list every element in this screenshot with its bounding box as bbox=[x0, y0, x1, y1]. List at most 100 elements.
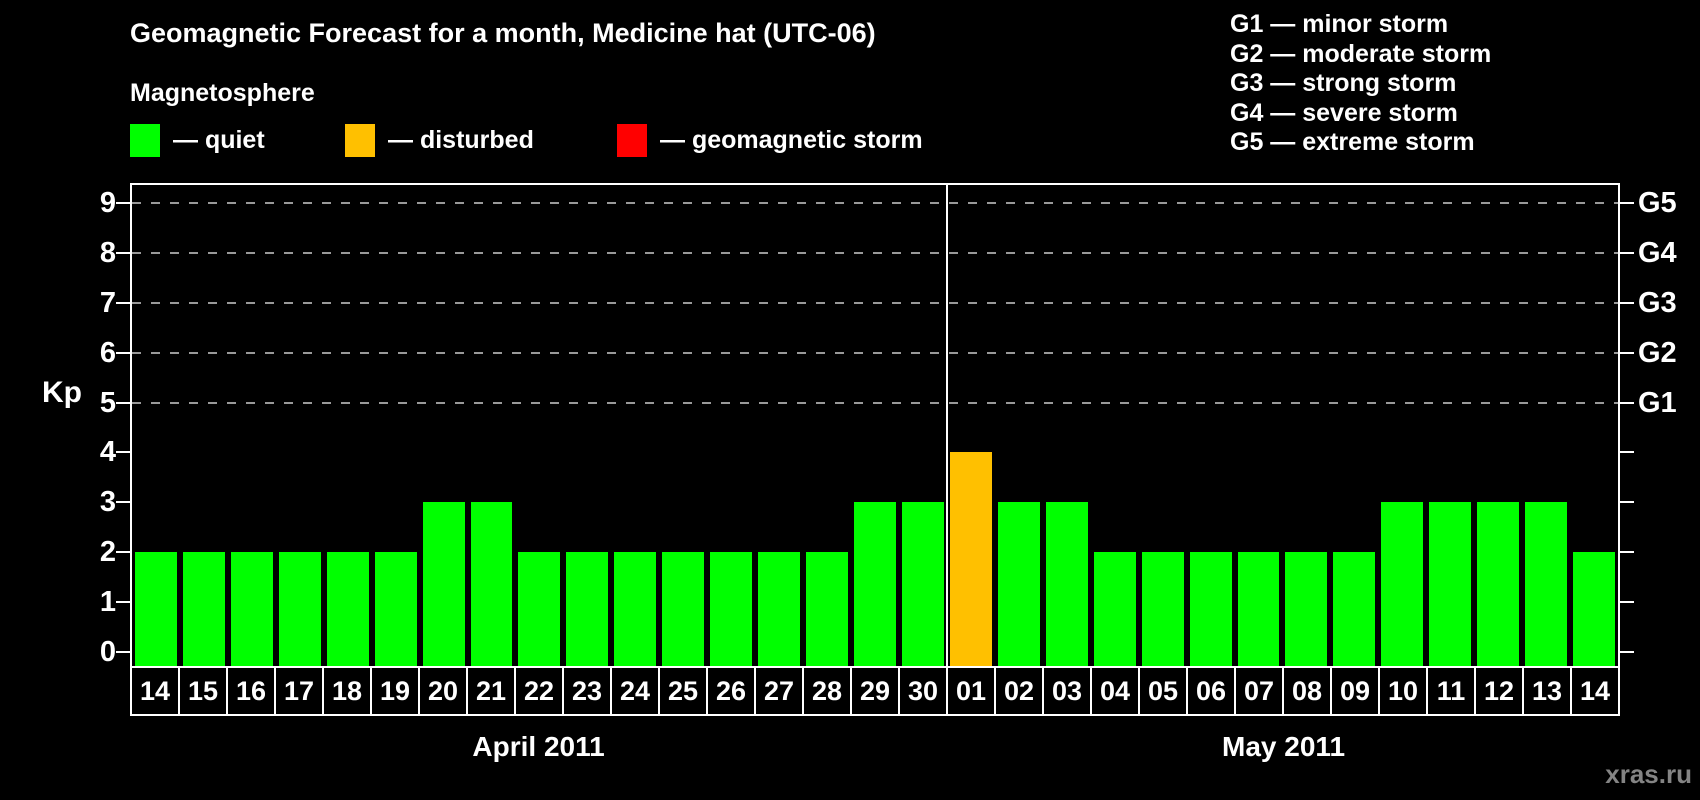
right-tick-kp5 bbox=[1620, 401, 1634, 404]
kp-bar-day-05 bbox=[1141, 552, 1184, 666]
day-label: 10 bbox=[1380, 668, 1428, 714]
day-label: 19 bbox=[372, 668, 420, 714]
day-label: 02 bbox=[996, 668, 1044, 714]
right-tick-kp9 bbox=[1620, 201, 1634, 204]
left-tick-kp2 bbox=[116, 551, 130, 554]
y-tick-label: 9 bbox=[99, 186, 116, 219]
g2-legend-line: G2 — moderate storm bbox=[1230, 39, 1492, 68]
day-label: 21 bbox=[468, 668, 516, 714]
month-separator-line bbox=[945, 185, 948, 666]
kp-bar-day-11 bbox=[1429, 502, 1472, 666]
day-label: 24 bbox=[612, 668, 660, 714]
kp-bar-day-22 bbox=[518, 552, 561, 666]
kp-bar-day-08 bbox=[1285, 552, 1328, 666]
kp-bar-day-23 bbox=[566, 552, 609, 666]
legend-label: — geomagnetic storm bbox=[660, 125, 923, 154]
month-label: May 2011 bbox=[1222, 731, 1346, 762]
day-label: 12 bbox=[1476, 668, 1524, 714]
right-tick-kp3 bbox=[1620, 501, 1634, 504]
left-tick-kp1 bbox=[116, 601, 130, 604]
left-tick-kp7 bbox=[116, 301, 130, 304]
grid-line-kp8 bbox=[132, 251, 1618, 254]
y-axis-title: Kp bbox=[42, 376, 82, 409]
day-label: 30 bbox=[900, 668, 948, 714]
y-tick-label: 5 bbox=[99, 386, 116, 419]
g-scale-legend: G1 — minor storm G2 — moderate storm G3 … bbox=[1230, 10, 1491, 158]
left-tick-kp6 bbox=[116, 351, 130, 354]
day-label: 07 bbox=[1236, 668, 1284, 714]
left-tick-kp3 bbox=[116, 501, 130, 504]
g-scale-tick-label: G4 bbox=[1638, 236, 1677, 269]
day-label: 16 bbox=[228, 668, 276, 714]
kp-bar-day-07 bbox=[1237, 552, 1280, 666]
right-tick-kp8 bbox=[1620, 251, 1634, 254]
kp-bar-day-09 bbox=[1333, 552, 1376, 666]
y-tick-label: 6 bbox=[99, 336, 116, 369]
y-tick-label: 8 bbox=[99, 236, 116, 269]
kp-bar-day-19 bbox=[374, 552, 417, 666]
kp-bar-day-10 bbox=[1381, 502, 1424, 666]
kp-bar-day-15 bbox=[182, 552, 225, 666]
right-tick-kp7 bbox=[1620, 301, 1634, 304]
y-tick-label: 7 bbox=[99, 286, 116, 319]
day-axis-row: 14 15 16 17 18 19 20 21 22 23 24 25 26 27 28 29 30 01 02 03… bbox=[130, 666, 1620, 716]
y-tick-label: 1 bbox=[99, 586, 116, 619]
grid-line-kp5 bbox=[132, 401, 1618, 404]
legend-label: — disturbed bbox=[388, 125, 534, 154]
day-label: 14 bbox=[132, 668, 180, 714]
g1-legend-line: G1 — minor storm bbox=[1230, 10, 1449, 38]
kp-bar-day-24 bbox=[614, 552, 657, 666]
kp-bar-day-02 bbox=[997, 502, 1040, 666]
left-tick-kp5 bbox=[116, 401, 130, 404]
g3-legend-line: G3 — strong storm bbox=[1230, 69, 1457, 97]
legend-item-disturbed: — disturbed bbox=[345, 123, 534, 157]
kp-bar-day-13 bbox=[1525, 502, 1568, 666]
kp-bar-day-14 bbox=[135, 552, 177, 666]
day-label: 11 bbox=[1428, 668, 1476, 714]
kp-bar-day-16 bbox=[230, 552, 273, 666]
kp-bar-day-04 bbox=[1093, 552, 1136, 666]
kp-bar-day-12 bbox=[1477, 502, 1520, 666]
watermark: xras.ru bbox=[1605, 759, 1692, 789]
left-tick-kp9 bbox=[116, 201, 130, 204]
grid-line-kp9 bbox=[132, 201, 1618, 204]
day-label: 18 bbox=[324, 668, 372, 714]
day-label: 13 bbox=[1524, 668, 1572, 714]
y-tick-label: 4 bbox=[99, 436, 116, 469]
day-label: 03 bbox=[1044, 668, 1092, 714]
day-label: 29 bbox=[852, 668, 900, 714]
storm-color-swatch bbox=[617, 123, 647, 157]
g-scale-tick-label: G5 bbox=[1638, 186, 1677, 219]
y-tick-label: 3 bbox=[99, 486, 116, 519]
g4-legend-line: G4 — severe storm bbox=[1230, 98, 1458, 127]
day-label: 26 bbox=[708, 668, 756, 714]
kp-bar-day-29 bbox=[854, 502, 896, 666]
day-label: 09 bbox=[1332, 668, 1380, 714]
day-label: 27 bbox=[756, 668, 804, 714]
kp-bar-day-26 bbox=[710, 552, 753, 666]
g-scale-tick-label: G3 bbox=[1638, 286, 1677, 319]
right-tick-kp2 bbox=[1620, 551, 1634, 554]
right-tick-kp1 bbox=[1620, 601, 1634, 604]
kp-bar-day-20 bbox=[422, 502, 465, 666]
day-label: 20 bbox=[420, 668, 468, 714]
day-label: 17 bbox=[276, 668, 324, 714]
month-label: April 2011 bbox=[472, 731, 605, 762]
right-tick-kp4 bbox=[1620, 451, 1634, 454]
chart-title: Geomagnetic Forecast for a month, Medici… bbox=[130, 18, 876, 48]
kp-bar-day-03 bbox=[1045, 502, 1088, 666]
day-label: 28 bbox=[804, 668, 852, 714]
y-tick-label: 0 bbox=[99, 636, 116, 668]
quiet-color-swatch bbox=[130, 123, 160, 157]
kp-bar-day-17 bbox=[278, 552, 321, 666]
right-tick-kp0 bbox=[1620, 651, 1634, 653]
kp-bar-day-25 bbox=[662, 552, 705, 666]
left-tick-kp0 bbox=[116, 651, 130, 653]
g5-legend-line: G5 — extreme storm bbox=[1230, 128, 1475, 156]
day-label: 04 bbox=[1092, 668, 1140, 714]
kp-bar-day-06 bbox=[1189, 552, 1232, 666]
day-label: 01 bbox=[948, 668, 996, 714]
left-tick-kp8 bbox=[116, 251, 130, 254]
day-label: 06 bbox=[1188, 668, 1236, 714]
